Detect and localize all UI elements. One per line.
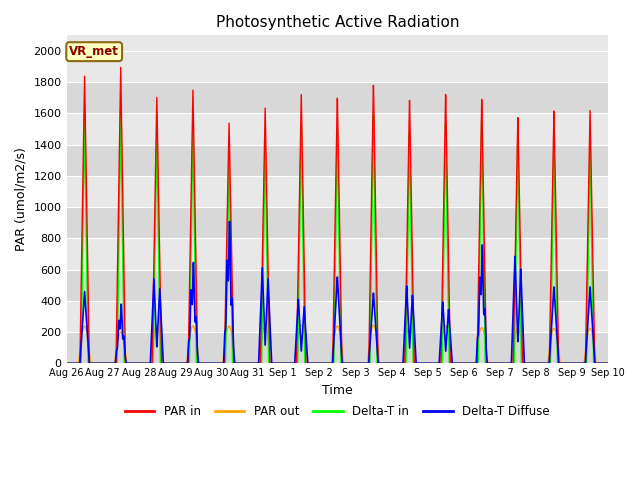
Y-axis label: PAR (umol/m2/s): PAR (umol/m2/s) (15, 147, 28, 252)
Bar (67, 207, 608, 239)
Legend: PAR in, PAR out, Delta-T in, Delta-T Diffuse: PAR in, PAR out, Delta-T in, Delta-T Dif… (120, 401, 555, 423)
Bar (67, 51, 608, 82)
Bar (67, 176, 608, 207)
Bar (67, 144, 608, 176)
Bar (67, 113, 608, 144)
Bar (67, 82, 608, 113)
Title: Photosynthetic Active Radiation: Photosynthetic Active Radiation (216, 15, 459, 30)
Text: VR_met: VR_met (69, 45, 119, 58)
X-axis label: Time: Time (322, 384, 353, 397)
Bar (67, 239, 608, 270)
Bar (67, 301, 608, 332)
Bar (67, 332, 608, 363)
Bar (67, 270, 608, 301)
